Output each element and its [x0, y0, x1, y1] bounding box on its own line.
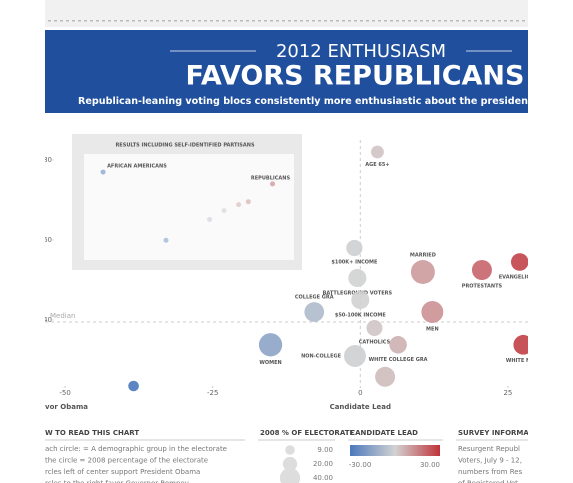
bubble-label: NON-COLLEGE	[301, 354, 342, 360]
bubble	[258, 333, 283, 357]
inset-dot	[221, 208, 227, 214]
body-text: rcles to the right favor Governor Romney	[45, 480, 189, 483]
section-title: 2008 % OF ELECTORATE	[260, 429, 354, 437]
bubble-label: CATHOLICS	[359, 340, 391, 346]
size-key-label: 40.00	[313, 474, 333, 482]
inset-dot	[245, 199, 251, 205]
banner	[45, 30, 528, 113]
x-tick-label: 0	[358, 389, 362, 397]
bubble	[389, 336, 407, 354]
body-text: Voters, July 9 - 12,	[458, 457, 522, 465]
bubble	[471, 260, 492, 280]
body-text: Resurgent Republ	[458, 445, 520, 453]
plot: 80 60 40 -50 -25 0 25 Median Candidate Lead vor O…	[43, 140, 541, 411]
body-text: rcles left of center support President O…	[45, 468, 200, 476]
bubble-label: $50-100K INCOME	[335, 313, 387, 319]
color-bar	[350, 445, 440, 456]
inset-dot	[270, 181, 276, 187]
inset-label: AFRICAN AMERICANS	[107, 164, 167, 170]
bubble	[410, 260, 435, 284]
bubble	[344, 345, 366, 367]
bubble-label: $100K+ INCOME	[331, 260, 378, 266]
inset-dot	[207, 216, 213, 222]
bubble-label: EVANGELICALS	[499, 274, 541, 280]
top-pattern	[45, 18, 528, 22]
section-title: SURVEY INFORMATION	[458, 429, 548, 437]
x-axis-label: Candidate Lead	[330, 403, 391, 411]
size-key-label: 20.00	[313, 460, 333, 468]
bubble-label: PROTESTANTS	[462, 283, 503, 289]
inset-plot	[84, 154, 294, 260]
body-text: the circle = 2008 percentage of the elec…	[45, 457, 208, 465]
bubble	[346, 239, 363, 257]
subtitle: Republican-leaning voting blocs consiste…	[78, 96, 559, 107]
bubble-label: WOMEN	[259, 360, 281, 366]
bubble-label: WHITE COLLEGE GRA	[369, 357, 428, 363]
x-axis-side-label: vor Obama	[45, 403, 88, 411]
median-label: Median	[50, 312, 75, 320]
bubble	[421, 301, 444, 323]
inset-title: RESULTS INCLUDING SELF-IDENTIFIED PARTIS…	[115, 143, 254, 149]
inset: AFRICAN AMERICANS REPUBLICANS	[100, 164, 291, 243]
inset-dot	[100, 169, 106, 175]
body-text: numbers from Res	[458, 468, 523, 476]
size-key	[285, 445, 295, 455]
bubble-label: MEN	[426, 326, 439, 332]
x-tick-label: 25	[503, 389, 512, 397]
bubble	[348, 268, 367, 288]
body-text: of Registered Vot	[458, 480, 518, 483]
bubble	[513, 334, 528, 355]
bubble	[371, 145, 384, 159]
size-key-label: 9.00	[317, 446, 333, 454]
y-tick-label: 60	[43, 236, 52, 244]
bubble	[128, 380, 139, 392]
bubble	[366, 320, 383, 336]
top-strip	[45, 0, 528, 27]
bubble	[510, 253, 528, 271]
kicker: 2012 ENTHUSIASM	[276, 41, 446, 62]
bubble	[304, 302, 325, 322]
section-title: W TO READ THIS CHART	[45, 429, 139, 437]
inset-label: REPUBLICANS	[251, 175, 291, 181]
section-title: CANDIDATE LEAD	[350, 429, 418, 437]
x-tick-label: -25	[207, 389, 218, 397]
bubble-label: MARRIED	[410, 253, 436, 259]
bubble-label: WHITE NON-	[506, 358, 541, 364]
legends: ach circle: = A demographic group in the…	[45, 445, 523, 483]
inset-dot	[163, 237, 169, 243]
y-tick-label: 40	[43, 316, 52, 324]
body-text: ach circle: = A demographic group in the…	[45, 445, 227, 453]
color-key-label: 30.00	[420, 461, 440, 469]
content: 2012 ENTHUSIASM FAVORS REPUBLICANS Repub…	[43, 0, 559, 483]
bubble-label: AGE 65+	[365, 162, 389, 168]
inset-dot	[236, 202, 242, 208]
bubble	[375, 366, 396, 387]
size-key	[279, 467, 301, 483]
bubble	[351, 290, 370, 310]
bubble-label: COLLEGE GRA	[295, 295, 334, 301]
size-key	[282, 456, 298, 472]
y-tick-label: 80	[43, 156, 52, 164]
title: FAVORS REPUBLICANS	[186, 61, 525, 92]
color-key-label: -30.00	[349, 461, 372, 469]
x-tick-label: -50	[59, 389, 70, 397]
